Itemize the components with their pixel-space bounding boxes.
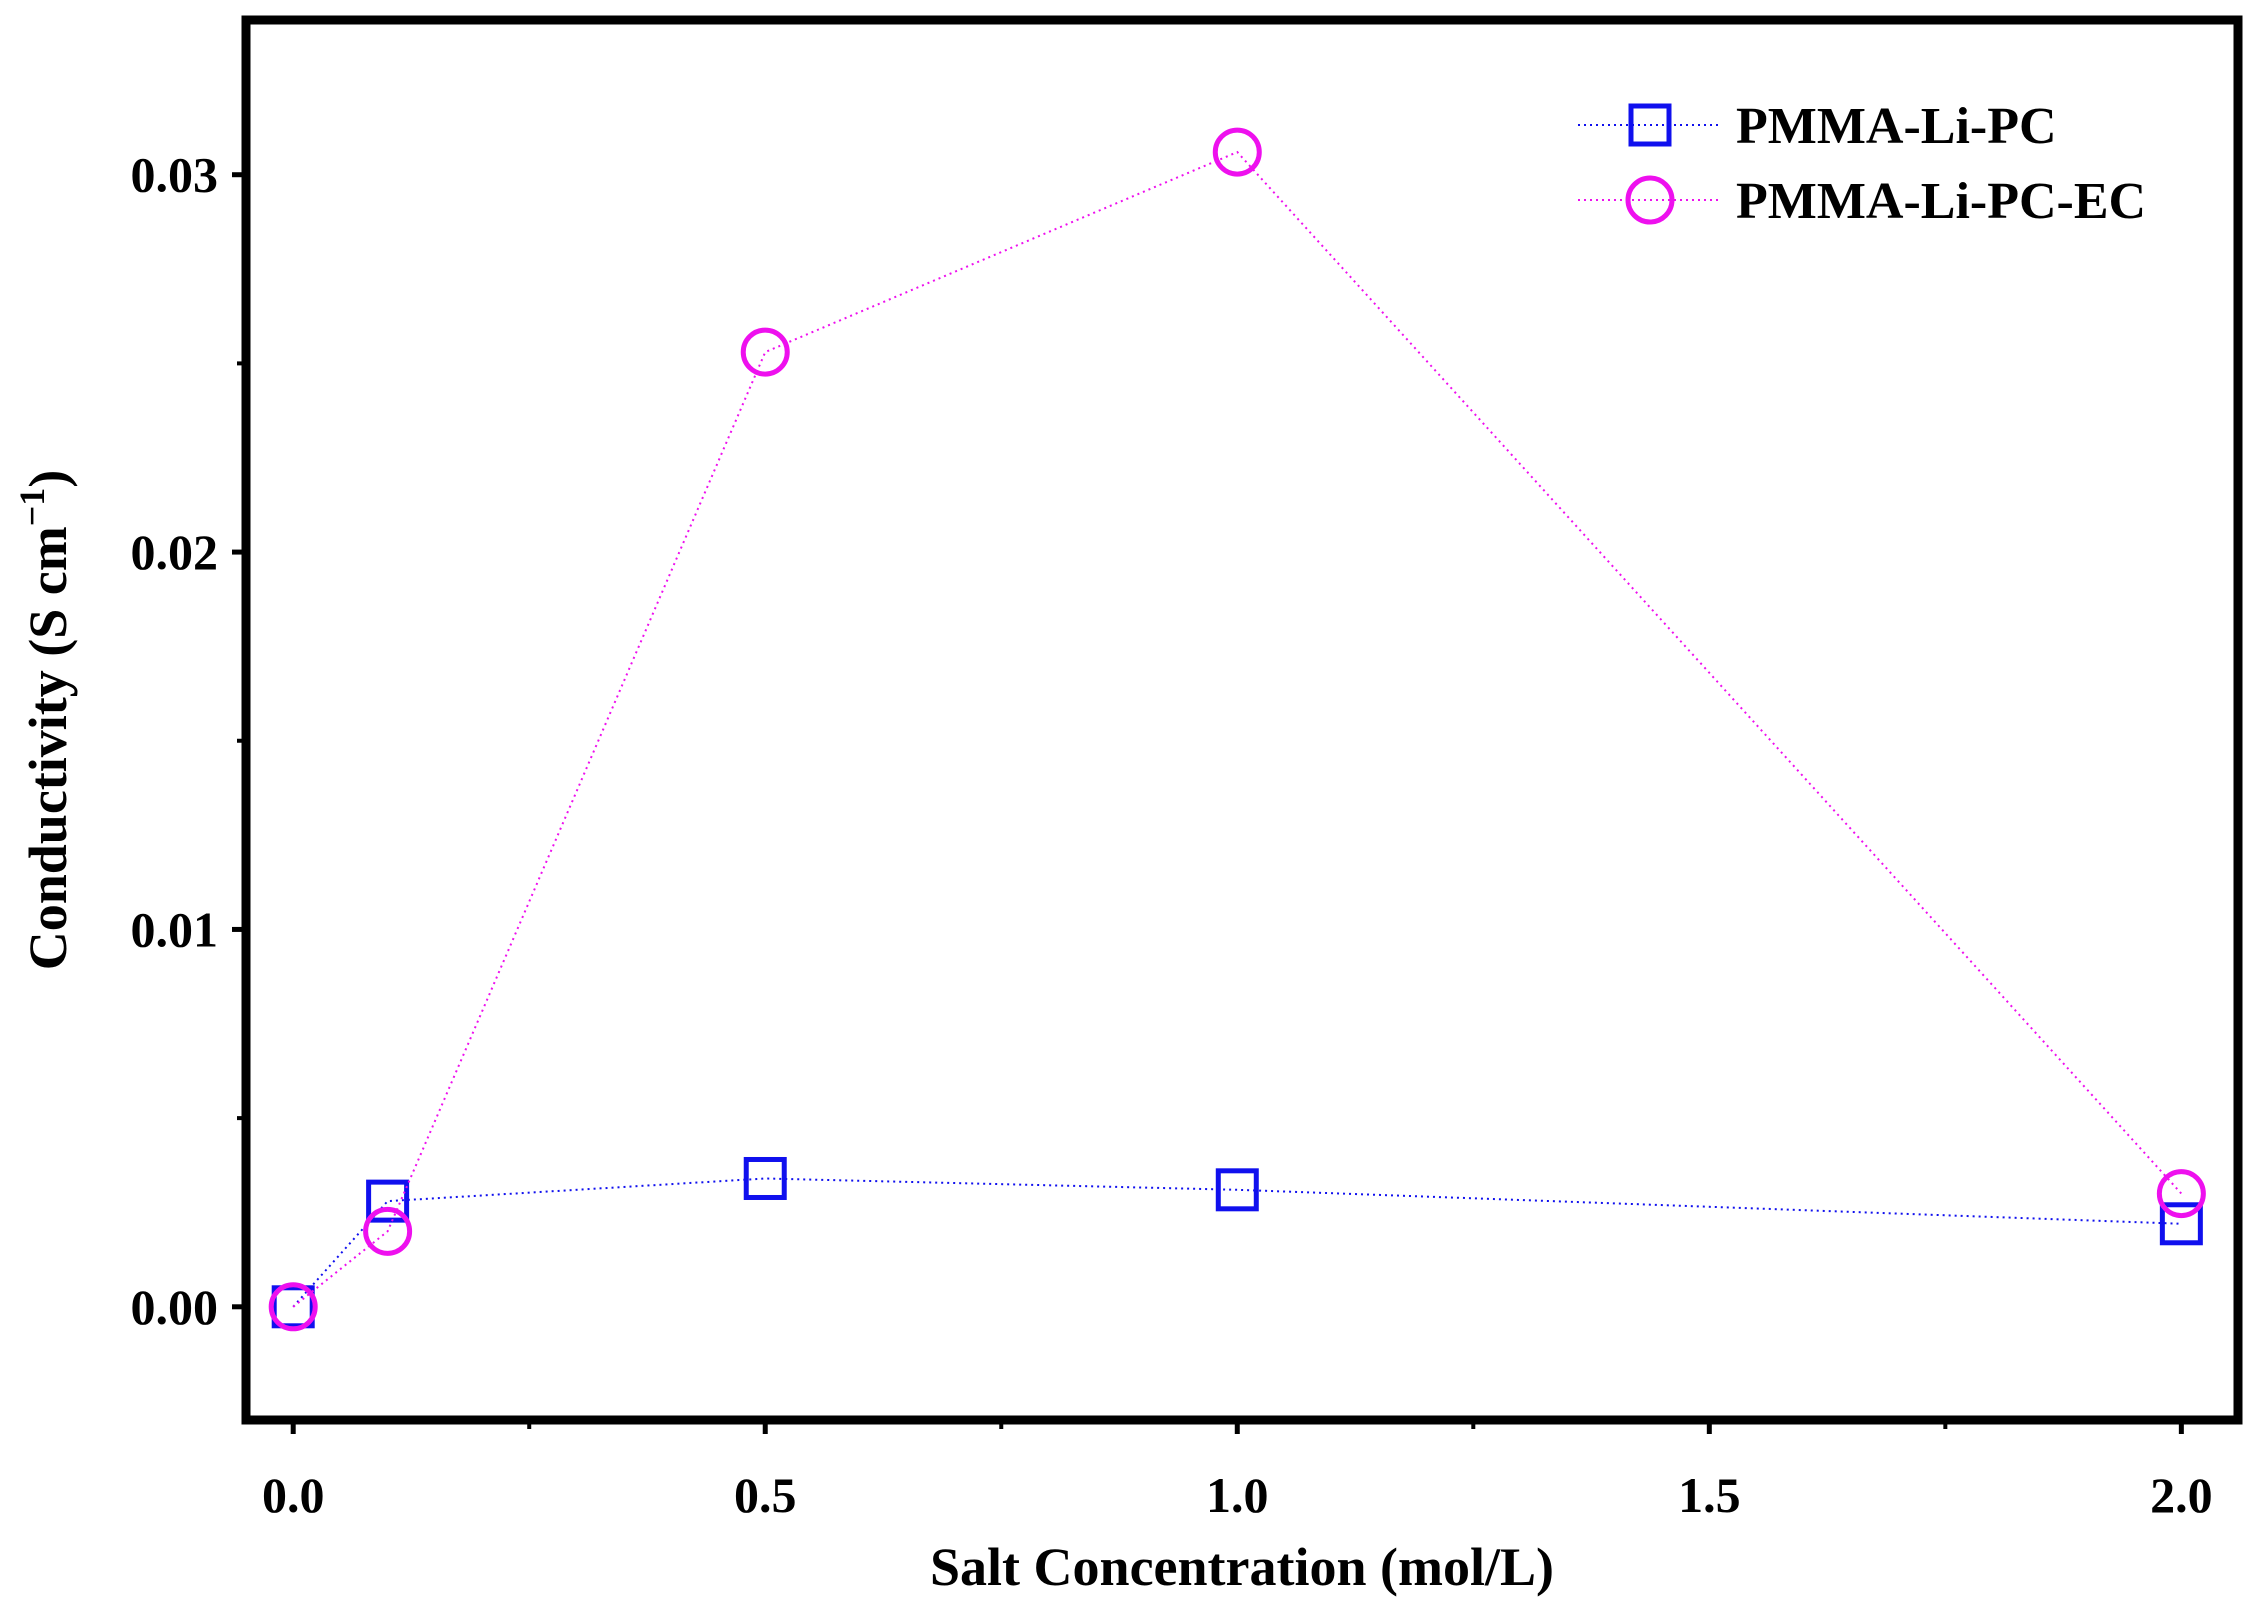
data-point-circle — [363, 1206, 413, 1256]
y-axis-title-close: ) — [18, 470, 78, 488]
data-point-circle — [268, 1282, 318, 1332]
y-tick-label: 0.00 — [131, 1279, 219, 1335]
y-axis-title-main: Conductivity (S cm — [18, 526, 78, 970]
legend-marker-circle — [1625, 175, 1675, 225]
y-tick-label: 0.02 — [131, 524, 219, 580]
data-point-square — [1215, 1168, 1259, 1212]
y-axis-title-superscript: −1 — [12, 488, 52, 527]
legend-marker-square — [1628, 103, 1672, 147]
data-point-circle — [740, 327, 790, 377]
series-1 — [271, 1156, 2203, 1329]
legend-label: PMMA-Li-PC-EC — [1736, 173, 2146, 230]
y-axis-title: Conductivity (S cm−1) — [12, 470, 78, 971]
data-point-circle — [1212, 127, 1262, 177]
legend: PMMA-Li-PC PMMA-Li-PC-EC — [1578, 98, 2146, 230]
y-tick-label: 0.03 — [131, 147, 219, 203]
plot-frame — [241, 15, 2243, 1425]
data-point-circle — [2156, 1169, 2206, 1219]
legend-entry-1: PMMA-Li-PC — [1578, 98, 2057, 155]
axis-ticks: 0.0 0.5 1.0 1.5 2.0 0.00 0.01 0.02 0.03 — [131, 147, 2213, 1523]
data-point-square — [2159, 1202, 2203, 1246]
x-axis-title: Salt Concentration (mol/L) — [930, 1537, 1554, 1597]
data-point-square — [743, 1156, 787, 1200]
x-tick-label: 2.0 — [2150, 1467, 2213, 1523]
series-line — [292, 1177, 2182, 1308]
series-line — [292, 150, 2183, 1308]
data-point-square — [366, 1179, 410, 1223]
data-point-square — [271, 1285, 315, 1329]
x-tick-label: 0.5 — [734, 1467, 797, 1523]
x-tick-label: 1.0 — [1206, 1467, 1269, 1523]
x-tick-label: 0.0 — [262, 1467, 325, 1523]
plot-area — [268, 127, 2206, 1332]
y-tick-label: 0.01 — [131, 901, 219, 957]
legend-entry-2: PMMA-Li-PC-EC — [1578, 173, 2146, 230]
x-tick-label: 1.5 — [1678, 1467, 1741, 1523]
series-2 — [268, 127, 2206, 1332]
legend-label: PMMA-Li-PC — [1736, 98, 2057, 155]
